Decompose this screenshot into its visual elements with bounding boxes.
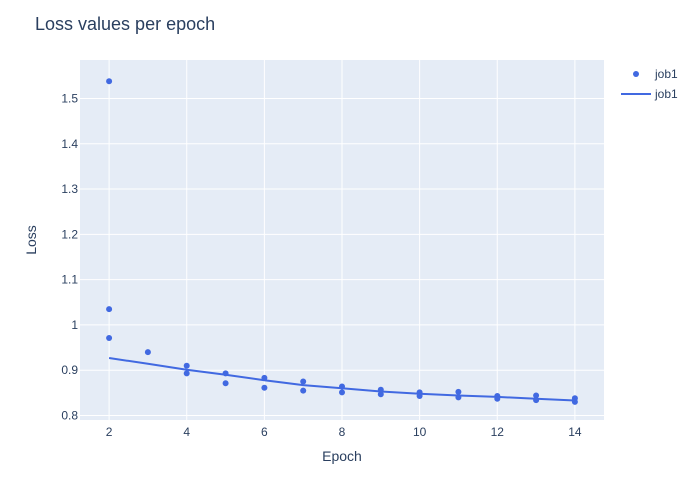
x-tick-label: 2 <box>106 425 113 439</box>
data-point <box>106 306 113 313</box>
data-point <box>261 384 268 391</box>
data-point <box>106 335 113 341</box>
data-point <box>144 349 151 356</box>
data-point <box>300 378 307 385</box>
y-axis-title: Loss <box>23 225 39 255</box>
x-axis-ticks: 2 4 6 8 10 12 14 <box>106 425 582 439</box>
y-tick-label: 1.4 <box>61 137 78 151</box>
data-point <box>339 389 345 396</box>
y-tick-label: 0.8 <box>61 408 78 422</box>
y-tick-label: 1.5 <box>61 91 78 105</box>
x-tick-label: 4 <box>183 425 190 439</box>
legend-marker-icon <box>633 71 639 77</box>
data-point <box>416 393 423 399</box>
x-tick-label: 6 <box>261 425 268 439</box>
chart-title: Loss values per epoch <box>35 14 215 34</box>
data-point <box>377 391 384 398</box>
data-point <box>261 374 268 381</box>
data-point <box>106 78 113 85</box>
data-point <box>533 397 540 404</box>
x-tick-label: 8 <box>339 425 346 439</box>
x-tick-label: 12 <box>491 425 505 439</box>
x-tick-label: 10 <box>413 425 427 439</box>
y-axis-ticks: 0.8 0.9 1 1.1 1.2 1.3 1.4 1.5 <box>61 91 78 422</box>
data-point <box>571 398 578 405</box>
y-tick-label: 1 <box>71 318 78 332</box>
grid <box>80 60 604 420</box>
data-point <box>455 394 462 401</box>
x-tick-label: 14 <box>568 425 582 439</box>
data-point <box>222 380 229 387</box>
data-point <box>339 383 345 390</box>
y-tick-label: 1.1 <box>61 273 78 287</box>
y-tick-label: 1.2 <box>61 227 78 241</box>
x-axis-title: Epoch <box>322 448 362 464</box>
data-point <box>183 362 190 369</box>
data-point <box>533 392 540 399</box>
y-tick-label: 1.3 <box>61 182 78 196</box>
legend-label-line: job1 <box>654 87 678 101</box>
legend: job1 job1 <box>621 67 678 101</box>
series-markers-job1 <box>106 78 578 405</box>
data-point <box>494 395 501 402</box>
data-point <box>300 387 307 394</box>
y-tick-label: 0.9 <box>61 363 78 377</box>
data-point <box>455 388 462 395</box>
data-point <box>377 386 384 393</box>
data-point <box>183 370 190 377</box>
legend-label-markers: job1 <box>654 67 678 81</box>
data-point <box>222 370 229 377</box>
